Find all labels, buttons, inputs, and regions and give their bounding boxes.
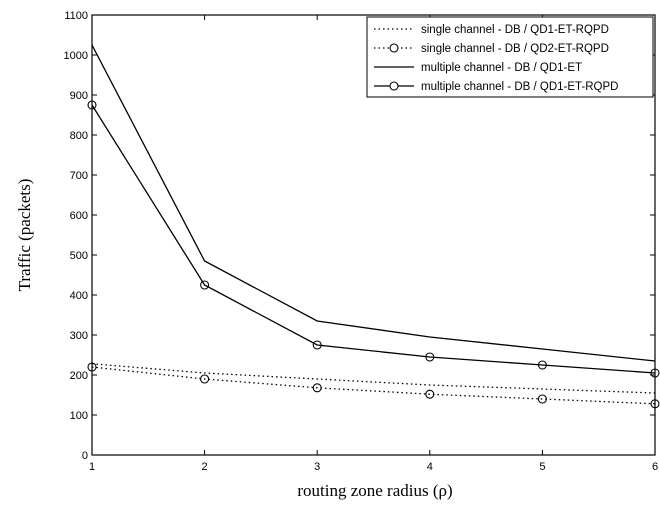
series-2-point	[87, 362, 97, 372]
series-4-point	[537, 360, 547, 370]
x-axis: 1 2 3 4 5 6	[89, 15, 658, 473]
legend-label-1: single channel - DB / QD1-ET-RQPD	[421, 24, 609, 36]
legend-label-2: single channel - DB / QD2-ET-RQPD	[421, 43, 609, 55]
series-4-point	[87, 100, 97, 110]
series-4-point	[425, 352, 435, 362]
series-4-point	[650, 368, 660, 378]
series-layer	[87, 44, 660, 409]
x-tick-label: 2	[202, 461, 208, 473]
series-2-point	[200, 374, 210, 384]
legend-label-3: multiple channel - DB / QD1-ET	[421, 62, 582, 74]
series-2-point	[425, 389, 435, 399]
series-line-4	[91, 104, 656, 374]
y-tick-label: 600	[70, 210, 88, 222]
y-tick-label: 200	[70, 370, 88, 382]
series-4-point	[312, 340, 322, 350]
legend-marker-2	[389, 43, 399, 53]
y-axis: 0 100 200 300 400 500 600 700 800 900 1000 1100	[64, 10, 655, 462]
x-tick-label: 4	[427, 461, 433, 473]
x-axis-label: routing zone radius (ρ)	[297, 481, 452, 500]
y-tick-label: 300	[70, 330, 88, 342]
y-tick-label: 400	[70, 290, 88, 302]
series-2-point	[312, 383, 322, 393]
y-tick-label: 700	[70, 170, 88, 182]
series-4-point	[200, 280, 210, 290]
y-tick-label: 800	[70, 130, 88, 142]
legend-box	[366, 16, 654, 98]
x-tick-label: 1	[89, 461, 95, 473]
legend: single channel - DB / QD1-ET-RQPD single …	[366, 16, 654, 98]
x-tick-label: 5	[539, 461, 545, 473]
legend-label-4: multiple channel - DB / QD1-ET-RQPD	[421, 81, 618, 93]
y-tick-label: 900	[70, 90, 88, 102]
y-axis-label: Traffic (packets)	[15, 179, 34, 292]
legend-marker-4	[389, 81, 399, 91]
series-2-point	[537, 394, 547, 404]
y-tick-label: 0	[82, 450, 88, 462]
y-tick-label: 500	[70, 250, 88, 262]
series-line-3	[91, 44, 656, 362]
y-tick-label: 1100	[64, 10, 88, 22]
series-2-point	[650, 399, 660, 409]
y-tick-label: 1000	[64, 50, 88, 62]
y-tick-label: 100	[70, 410, 88, 422]
x-tick-label: 3	[314, 461, 320, 473]
x-tick-label: 6	[652, 461, 658, 473]
